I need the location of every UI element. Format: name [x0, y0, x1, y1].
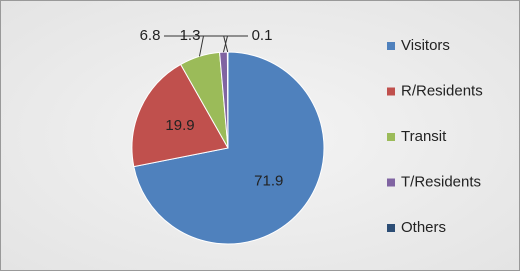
data-label: 6.8	[140, 27, 161, 44]
pie-slice	[227, 52, 228, 148]
legend-label: T/Residents	[401, 173, 481, 190]
data-label: 19.9	[165, 117, 194, 134]
legend-label: R/Residents	[401, 82, 483, 99]
legend-label: Transit	[401, 128, 447, 145]
legend-label: Others	[401, 219, 446, 236]
legend-swatch	[387, 88, 395, 96]
legend-swatch	[387, 224, 395, 232]
data-label: 0.1	[252, 27, 273, 44]
chart: 71.9 19.9 6.8 1.3 0.1 Visitors R/Residents Tran…	[0, 0, 520, 271]
page: 71.9 19.9 6.8 1.3 0.1 Visitors R/Residents Tran…	[0, 0, 520, 271]
data-label: 1.3	[180, 27, 201, 44]
legend-label: Visitors	[401, 37, 450, 54]
legend-swatch	[387, 179, 395, 187]
legend-swatch	[387, 133, 395, 141]
data-label: 71.9	[254, 172, 283, 189]
legend-swatch	[387, 42, 395, 50]
